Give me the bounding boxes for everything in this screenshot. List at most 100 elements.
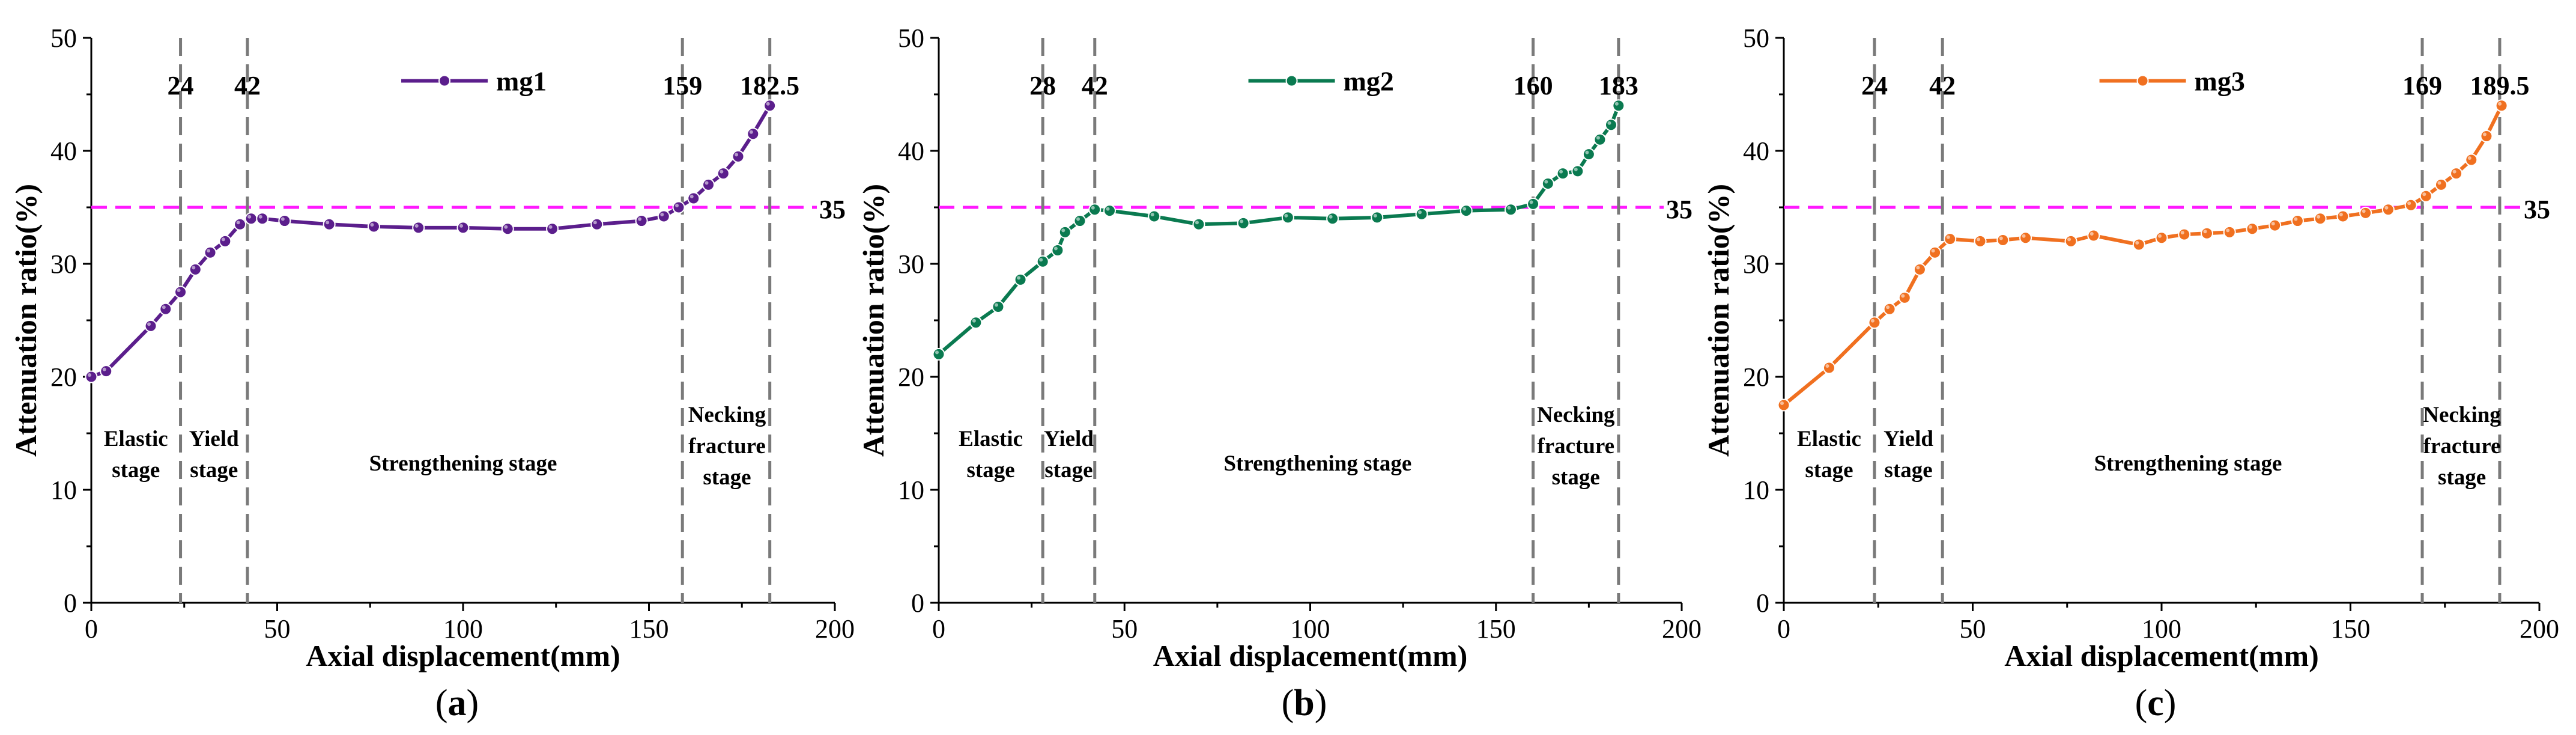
y-tick-label: 10 xyxy=(1743,475,1769,505)
x-tick-label: 100 xyxy=(1291,614,1330,644)
data-point xyxy=(2465,153,2478,166)
series-line-mg1 xyxy=(90,105,772,379)
chart-panel-b: 0 10 20 30 40 50 0 50 100 150 200 Axial displacemen… xyxy=(856,23,1702,724)
data-point xyxy=(2480,130,2493,143)
data-point xyxy=(2381,203,2395,216)
data-point-highlight xyxy=(1574,167,1578,171)
data-point xyxy=(2291,215,2304,228)
data-point-highlight xyxy=(972,319,976,323)
data-point-highlight xyxy=(2271,222,2275,226)
data-point-highlight xyxy=(675,204,679,207)
data-point-highlight xyxy=(459,224,463,228)
y-axis-title: Attenuation ratio(%) xyxy=(9,184,43,457)
x-tick-label: 200 xyxy=(1662,614,1702,644)
y-tick-label: 10 xyxy=(50,475,77,505)
data-point xyxy=(1103,204,1117,218)
stage-label: stage xyxy=(703,465,751,490)
data-point xyxy=(2132,238,2145,251)
data-point xyxy=(2064,234,2077,248)
stage-label: stage xyxy=(967,458,1015,483)
data-point-highlight xyxy=(660,213,664,217)
data-point xyxy=(1996,234,2010,247)
data-point xyxy=(1014,273,1027,286)
data-point-highlight xyxy=(2384,206,2389,210)
data-point-highlight xyxy=(689,194,694,198)
boundary-value-label: 24 xyxy=(1861,71,1888,100)
data-point-highlight xyxy=(1373,213,1377,218)
data-point-highlight xyxy=(2362,209,2366,213)
series-line-mg2 xyxy=(938,105,1620,356)
boundary-value-label: 189.5 xyxy=(2470,71,2529,100)
data-point xyxy=(204,246,217,259)
series-line-mg3 xyxy=(1783,105,2503,407)
y-axis-title: Attenuation ratio(%) xyxy=(1702,184,1735,457)
data-point xyxy=(2178,228,2191,241)
y-tick-label: 0 xyxy=(1756,588,1769,618)
data-point xyxy=(1868,316,1881,329)
x-tick-label: 0 xyxy=(932,614,945,644)
data-point-highlight xyxy=(1901,294,1905,298)
data-point xyxy=(1504,203,1517,216)
data-point xyxy=(2450,167,2463,180)
x-tick-label: 100 xyxy=(2142,614,2181,644)
data-point xyxy=(2200,227,2213,240)
data-point xyxy=(1582,148,1595,161)
stage-label: stage xyxy=(190,458,238,483)
y-tick-label: 10 xyxy=(898,475,924,505)
data-point xyxy=(992,300,1005,313)
data-point-highlight xyxy=(548,225,553,229)
legend-marker xyxy=(1285,75,1298,87)
data-point xyxy=(1883,302,1896,316)
data-point xyxy=(732,150,745,163)
stage-label: Strengthening stage xyxy=(2094,451,2282,476)
stage-label: stage xyxy=(1884,458,1932,483)
data-point-highlight xyxy=(2180,231,2184,235)
data-point-highlight xyxy=(1946,235,1950,239)
data-point xyxy=(1088,203,1102,216)
data-point-highlight xyxy=(102,367,106,371)
y-tick-label: 30 xyxy=(50,249,77,279)
data-point xyxy=(687,192,700,205)
data-point-highlight xyxy=(2248,225,2252,229)
x-tick-label: 0 xyxy=(1777,614,1790,644)
data-point xyxy=(1073,215,1086,228)
data-point-highlight xyxy=(1418,210,1422,215)
data-point xyxy=(1281,211,1294,224)
stage-label: stage xyxy=(1552,465,1600,490)
data-point-highlight xyxy=(2135,241,2139,245)
data-point-highlight xyxy=(1544,180,1548,184)
y-tick-label: 40 xyxy=(1743,136,1769,166)
legend-label: mg3 xyxy=(2195,66,2245,96)
data-point-highlight xyxy=(705,181,709,185)
data-point-highlight xyxy=(2317,215,2321,219)
data-point-highlight xyxy=(1559,169,1563,174)
data-point xyxy=(189,263,202,276)
data-point xyxy=(717,167,730,180)
stage-label: Strengthening stage xyxy=(369,451,557,476)
boundary-value-label: 160 xyxy=(1514,71,1553,100)
data-point xyxy=(2155,231,2168,245)
data-point-highlight xyxy=(1931,249,1935,253)
data-point-highlight xyxy=(2203,230,2207,234)
data-point-highlight xyxy=(1329,215,1333,219)
x-axis-title: Axial displacement(mm) xyxy=(1153,639,1468,672)
data-point xyxy=(1822,361,1835,374)
panel-label: (a) xyxy=(435,683,479,724)
data-point-highlight xyxy=(1106,207,1110,211)
data-point xyxy=(1371,211,1384,224)
data-point xyxy=(1036,255,1049,268)
data-point xyxy=(144,319,157,332)
data-point xyxy=(323,218,336,231)
data-point xyxy=(1929,246,1942,259)
chart-panel-a: 0 10 20 30 40 50 0 50 100 150 200 Axial displacemen… xyxy=(9,23,855,724)
data-point xyxy=(2019,231,2032,245)
data-point xyxy=(219,234,232,248)
boundary-value-label: 182.5 xyxy=(740,71,799,100)
data-point-highlight xyxy=(1607,121,1611,125)
data-point-highlight xyxy=(1091,206,1095,210)
y-tick-label: 20 xyxy=(1743,362,1769,392)
x-tick-label: 0 xyxy=(85,614,98,644)
boundary-value-label: 42 xyxy=(1082,71,1108,100)
x-tick-label: 200 xyxy=(815,614,855,644)
data-point-highlight xyxy=(247,215,252,219)
